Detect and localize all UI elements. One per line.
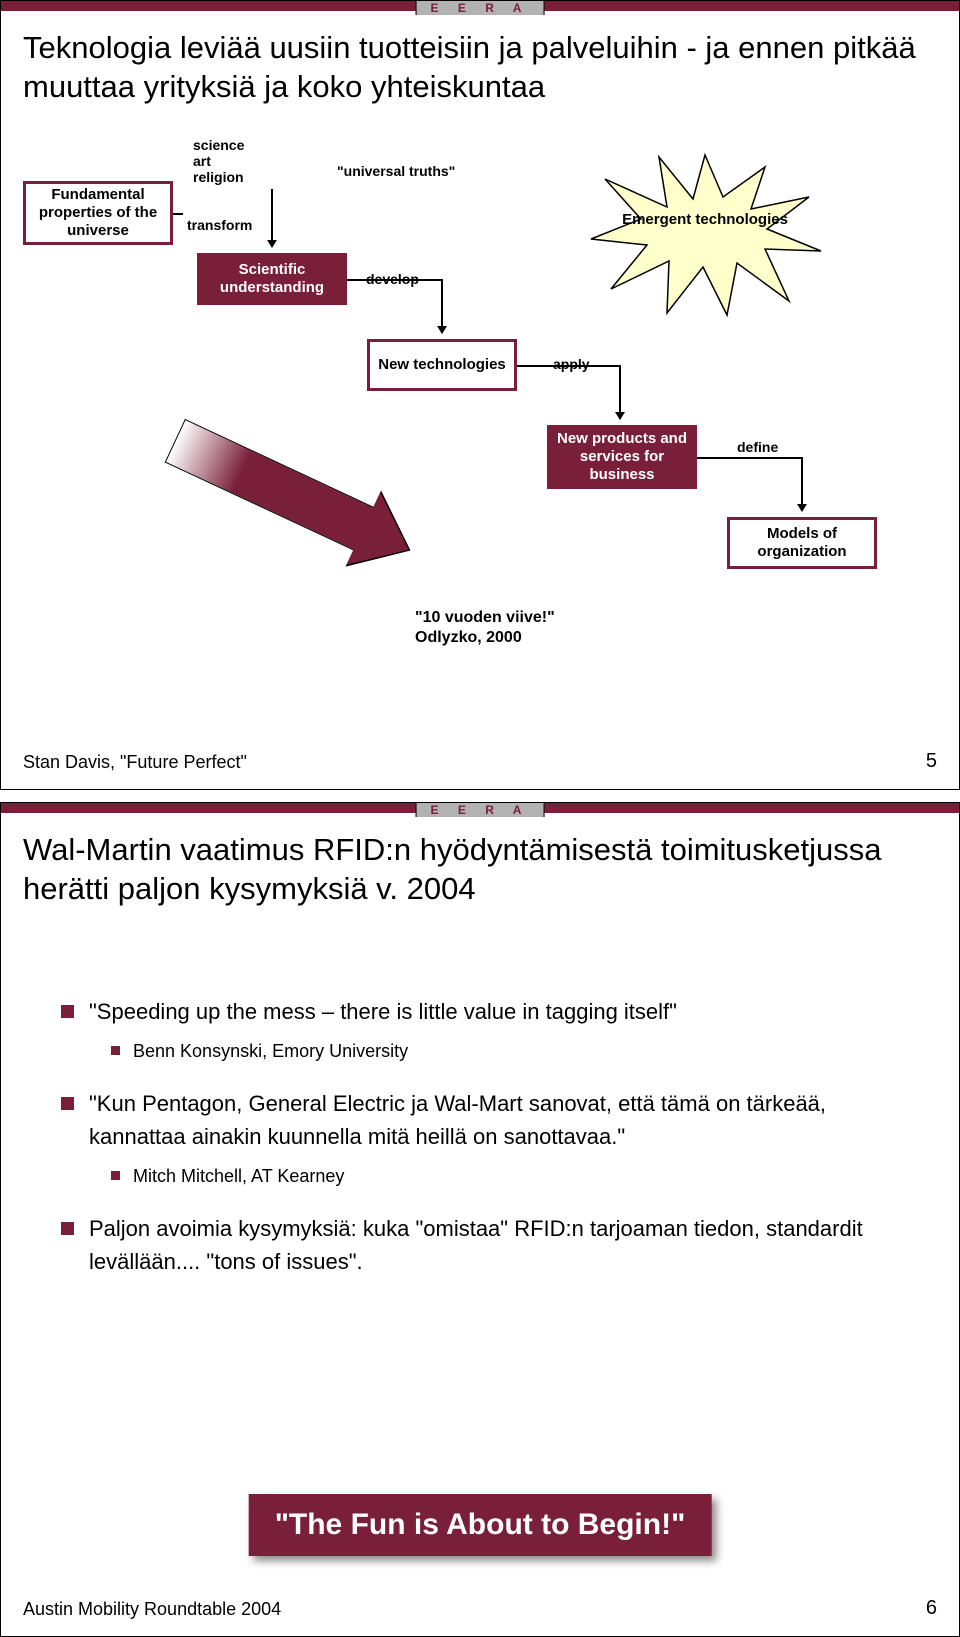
slide1-source: Stan Davis, "Future Perfect" <box>23 752 247 773</box>
big-arrow <box>165 419 376 551</box>
label-emergent: Emergent technologies <box>585 211 825 228</box>
bullet-3: Paljon avoimia kysymyksiä: kuka "omistaa… <box>61 1212 909 1278</box>
box-fundamental: Fundamental properties of the universe <box>23 181 173 245</box>
label-science-art-religion: science art religion <box>193 137 244 185</box>
slide2-title: Wal-Martin vaatimus RFID:n hyödyntämises… <box>1 813 959 915</box>
box-newprod: New products and services for business <box>547 425 697 489</box>
label-define: define <box>737 439 778 455</box>
connector <box>347 279 443 281</box>
slide-2: E E R A Wal-Martin vaatimus RFID:n hyödy… <box>0 802 960 1637</box>
highlight-box: "The Fun is About to Begin!" <box>249 1494 712 1556</box>
label-apply: apply <box>553 356 590 372</box>
bullet-1-text: "Speeding up the mess – there is little … <box>89 999 677 1024</box>
bullet-list: "Speeding up the mess – there is little … <box>1 975 959 1278</box>
box-newtech: New technologies <box>367 339 517 391</box>
logo-badge: E E R A <box>416 1 545 15</box>
arrow-apply <box>619 365 621 419</box>
slide-1: E E R A Teknologia leviää uusiin tuottei… <box>0 0 960 790</box>
label-transform: transform <box>187 217 252 233</box>
connector <box>173 213 183 215</box>
quote-viive: "10 vuoden viive!" <box>415 609 555 627</box>
slide1-pagenum: 5 <box>926 750 937 773</box>
quote-viive-src: Odlyzko, 2000 <box>415 629 522 647</box>
label-truths: "universal truths" <box>337 163 455 179</box>
bullet-1: "Speeding up the mess – there is little … <box>61 995 909 1065</box>
slide2-source: Austin Mobility Roundtable 2004 <box>23 1599 281 1620</box>
connector <box>517 365 621 367</box>
arrow-develop <box>441 279 443 333</box>
bullet-2: "Kun Pentagon, General Electric ja Wal-M… <box>61 1087 909 1190</box>
bullet-2-text: "Kun Pentagon, General Electric ja Wal-M… <box>89 1091 826 1149</box>
bullet-2-sub: Mitch Mitchell, AT Kearney <box>111 1163 909 1190</box>
box-models: Models of organization <box>727 517 877 569</box>
slide1-title: Teknologia leviää uusiin tuotteisiin ja … <box>1 11 959 113</box>
bullet-1-sub: Benn Konsynski, Emory University <box>111 1038 909 1065</box>
arrow-define <box>801 457 803 511</box>
arrow-sar-down <box>271 189 273 247</box>
diagram: Fundamental properties of the universe s… <box>1 131 959 751</box>
connector <box>697 457 803 459</box>
burst-emergent: Emergent technologies <box>585 149 825 319</box>
logo-badge: E E R A <box>416 803 545 817</box>
box-scientific: Scientific understanding <box>197 253 347 305</box>
slide2-pagenum: 6 <box>926 1597 937 1620</box>
